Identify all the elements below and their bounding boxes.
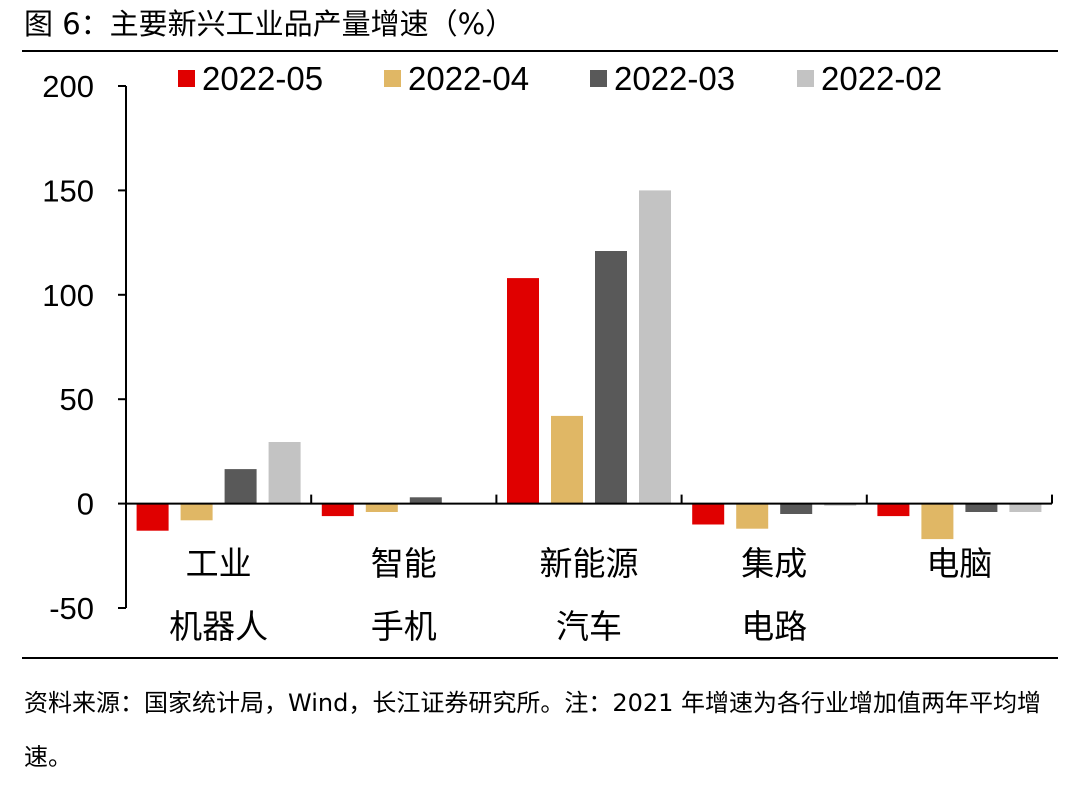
bar-2022-04-cat4 (921, 503, 954, 540)
bar-2022-05-cat2 (507, 278, 539, 504)
bar-2022-03-cat1 (409, 497, 442, 504)
bar-2022-02-cat0 (268, 442, 301, 504)
legend: 2022-05 2022-04 2022-03 2022-02 (178, 60, 942, 97)
bar-2022-03-cat2 (595, 251, 627, 504)
figure-title: 图 6：主要新兴工业品产量增速（%） (24, 7, 515, 41)
bar-2022-03-cat4 (965, 503, 998, 512)
legend-swatch-2022-03 (590, 70, 607, 87)
bar-2022-03-cat3 (780, 503, 813, 514)
legend-swatch-2022-05 (178, 70, 195, 87)
y-tick-label: 100 (42, 278, 94, 313)
legend-label-2022-02: 2022-02 (821, 60, 942, 97)
bar-2022-05-cat4 (877, 503, 910, 517)
x-category-label: 智能 (371, 544, 437, 583)
bar-2022-04-cat0 (180, 503, 213, 521)
bar-2022-02-cat2 (639, 190, 671, 504)
x-category-label: 新能源 (540, 544, 639, 583)
bar-2022-05-cat3 (692, 503, 725, 525)
legend-swatch-2022-04 (384, 70, 401, 87)
bar-2022-03-cat0 (224, 469, 257, 504)
source-note: 资料来源：国家统计局，Wind，长江证券研究所。注：2021 年增速为各行业增加… (24, 689, 1042, 771)
y-tick-label: 50 (60, 382, 94, 417)
x-category-label: 工业 (186, 544, 252, 583)
bar-2022-02-cat3 (824, 503, 857, 506)
legend-label-2022-03: 2022-03 (614, 60, 735, 97)
legend-label-2022-04: 2022-04 (408, 60, 529, 97)
y-tick-label: 200 (42, 69, 94, 104)
y-tick-label: -50 (49, 591, 94, 626)
bottom-rule (22, 657, 1058, 659)
bar-2022-04-cat2 (551, 415, 583, 504)
y-tick-label: 0 (77, 487, 94, 522)
x-category-label: 电路 (741, 607, 807, 646)
legend-swatch-2022-02 (797, 70, 814, 87)
y-tick-label: 150 (42, 173, 94, 208)
bar-2022-05-cat1 (321, 503, 354, 517)
legend-label-2022-05: 2022-05 (202, 60, 323, 97)
bar-2022-05-cat0 (136, 503, 169, 531)
bar-2022-04-cat3 (736, 503, 769, 529)
x-category-label: 机器人 (169, 607, 268, 646)
x-category-label: 电脑 (926, 544, 992, 583)
bar-2022-04-cat1 (365, 503, 398, 512)
top-rule (22, 50, 1058, 52)
x-category-label: 手机 (371, 607, 437, 646)
bars-layer (136, 190, 1042, 540)
x-category-label: 集成 (741, 544, 807, 583)
axes-layer (118, 85, 1053, 609)
bar-2022-02-cat4 (1009, 503, 1042, 512)
x-category-label: 汽车 (556, 607, 622, 646)
